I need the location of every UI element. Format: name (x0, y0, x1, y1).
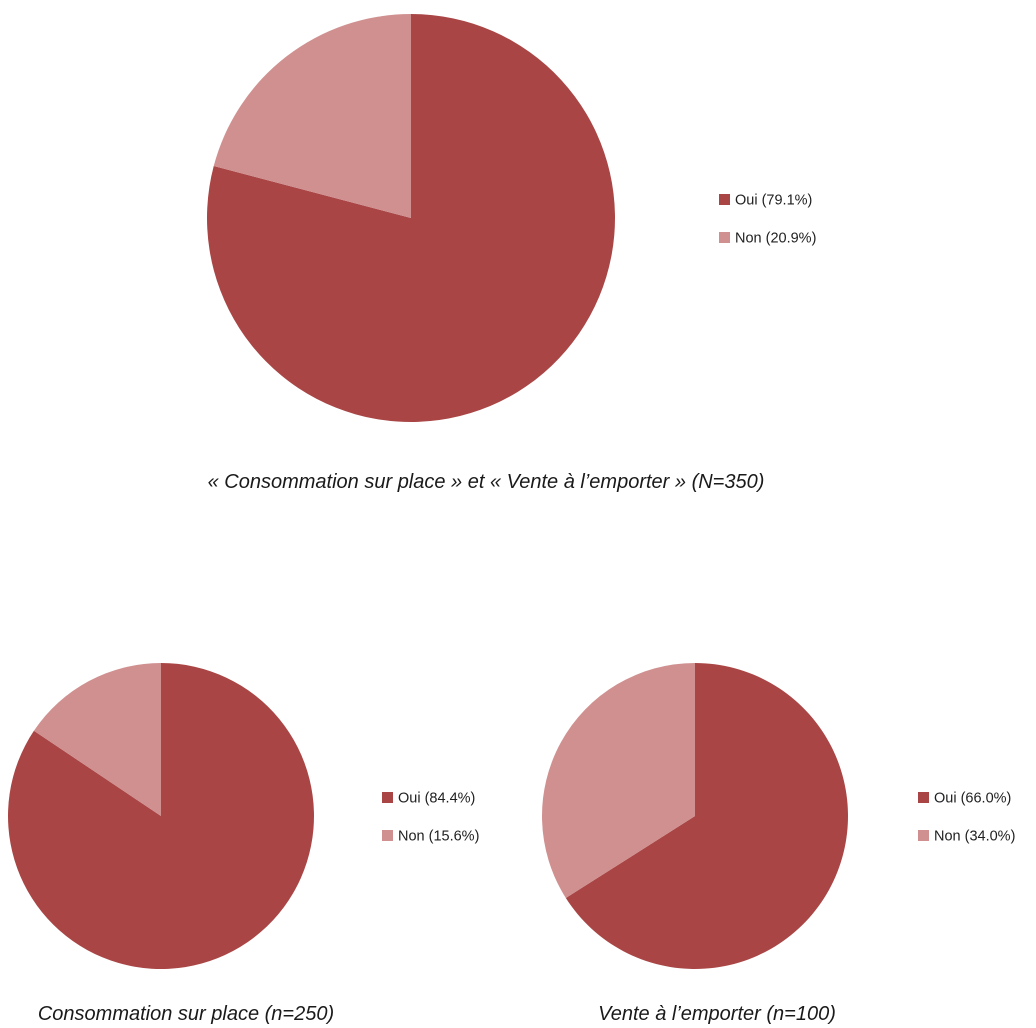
legend-swatch-non (382, 830, 393, 841)
pie-slice-non (542, 663, 695, 898)
legend-swatch-non (719, 232, 730, 243)
legend-swatch-oui (719, 194, 730, 205)
pie-slices (206, 14, 616, 422)
pie-chart-consommation-sur-place: Oui (84.4%) Non (15.6%) Consommation sur… (8, 663, 479, 1025)
pie-slice-non (33, 663, 162, 816)
legend-label-non: Non (20.9%) (735, 231, 816, 247)
legend-swatch-oui (382, 792, 393, 803)
legend-label-non: Non (15.6%) (398, 829, 479, 845)
legend: Oui (84.4%) Non (15.6%) (382, 791, 479, 845)
pie-slices (8, 663, 314, 969)
legend: Oui (79.1%) Non (20.9%) (719, 193, 816, 247)
legend: Oui (66.0%) Non (34.0%) (918, 791, 1015, 845)
chart-caption: Consommation sur place (n=250) (38, 1003, 334, 1025)
legend-label-oui: Oui (66.0%) (934, 791, 1011, 807)
pie-slice-non (213, 14, 411, 218)
legend-label-oui: Oui (79.1%) (735, 193, 812, 209)
chart-caption: Vente à l’emporter (n=100) (598, 1003, 836, 1025)
chart-caption: « Consommation sur place » et « Vente à … (208, 471, 765, 493)
legend-swatch-non (918, 830, 929, 841)
legend-label-oui: Oui (84.4%) (398, 791, 475, 807)
pie-chart-overall: Oui (79.1%) Non (20.9%) « Consommation s… (206, 14, 816, 493)
legend-label-non: Non (34.0%) (934, 829, 1015, 845)
pie-slice-oui (565, 663, 849, 970)
pie-chart-vente-a-emporter: Oui (66.0%) Non (34.0%) Vente à l’emport… (542, 663, 1015, 1025)
legend-swatch-oui (918, 792, 929, 803)
pie-slices (542, 663, 849, 970)
